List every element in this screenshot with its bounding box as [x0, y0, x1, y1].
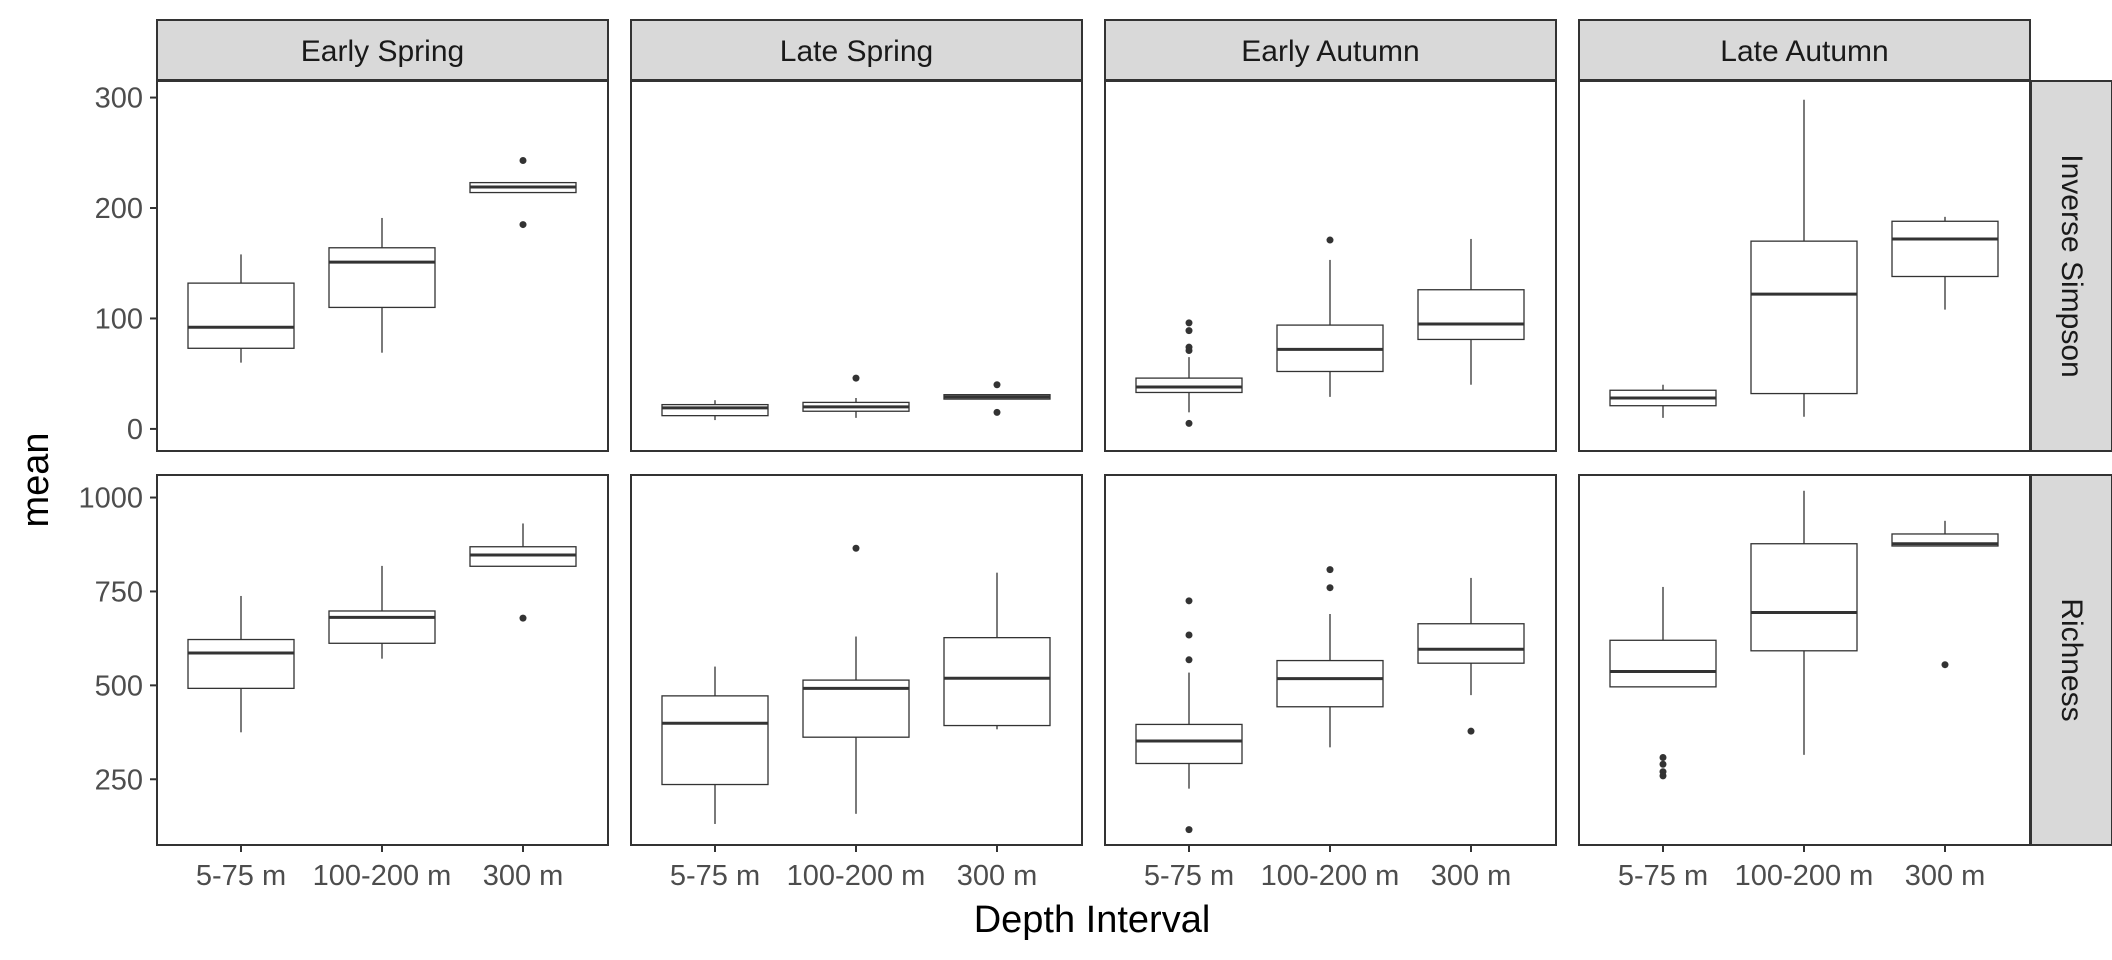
box [1750, 240, 1858, 395]
y-tick-label: 300 [95, 83, 143, 115]
box [943, 636, 1051, 727]
outlier-point [519, 221, 527, 229]
outlier-point [1941, 661, 1949, 669]
y-tick-label: 1000 [78, 483, 143, 515]
box [1891, 220, 1999, 278]
x-tick-label: 100-200 m [787, 860, 926, 892]
outlier-point [1326, 236, 1334, 244]
box [1135, 377, 1243, 394]
x-tick-label: 300 m [483, 860, 564, 892]
outlier-point [993, 381, 1001, 389]
x-axis-title: Depth Interval [974, 899, 1211, 941]
y-tick-label: 0 [127, 414, 143, 446]
column-strip-label: Early Autumn [1241, 35, 1419, 68]
outlier-point [1185, 826, 1193, 834]
x-tick-label: 300 m [1431, 860, 1512, 892]
x-tick-label: 100-200 m [1735, 860, 1874, 892]
x-tick-label: 100-200 m [1261, 860, 1400, 892]
column-strip-label: Late Spring [780, 35, 933, 68]
outlier-point [1467, 727, 1475, 735]
box [328, 247, 436, 309]
row-strip-label: Richness [2055, 598, 2088, 721]
outlier-point [1659, 772, 1667, 780]
x-tick-label: 5-75 m [670, 860, 760, 892]
outlier-point [1659, 753, 1667, 761]
column-strip [630, 19, 1083, 81]
outlier-point [1185, 319, 1193, 327]
y-tick-label: 750 [95, 576, 143, 608]
box [187, 638, 295, 690]
box [1417, 623, 1525, 664]
box [1609, 639, 1717, 688]
box [1135, 723, 1243, 765]
outlier-point [1185, 327, 1193, 335]
outlier-point [993, 408, 1001, 416]
box [328, 610, 436, 644]
y-tick-label: 500 [95, 670, 143, 702]
outlier-point [1185, 631, 1193, 639]
box [1750, 543, 1858, 652]
box [661, 403, 769, 417]
x-tick-label: 300 m [957, 860, 1038, 892]
row-strip-label: Inverse Simpson [2055, 154, 2088, 377]
outlier-point [1659, 760, 1667, 768]
y-axis-title: mean [15, 432, 57, 527]
box [1417, 289, 1525, 341]
column-strip-label: Late Autumn [1720, 35, 1888, 68]
outlier-point [519, 157, 527, 165]
column-strip [156, 19, 609, 81]
panels-layer: Early Spring Late Spring Early Autumn Late … [78, 19, 2112, 892]
x-tick-label: 5-75 m [196, 860, 286, 892]
x-tick-label: 100-200 m [313, 860, 452, 892]
column-strip-label: Early Spring [301, 35, 464, 68]
box [661, 695, 769, 786]
x-tick-label: 5-75 m [1144, 860, 1234, 892]
outlier-point [1185, 597, 1193, 605]
x-tick-label: 5-75 m [1618, 860, 1708, 892]
outlier-point [1185, 346, 1193, 354]
outlier-point [1185, 656, 1193, 664]
column-strip [1578, 19, 2031, 81]
y-tick-label: 250 [95, 764, 143, 796]
outlier-point [1185, 419, 1193, 427]
row-strip [2030, 80, 2112, 452]
y-tick-label: 100 [95, 303, 143, 335]
column-strip [1104, 19, 1557, 81]
outlier-point [852, 544, 860, 552]
outlier-point [1326, 584, 1334, 592]
outlier-point [1326, 566, 1334, 574]
x-tick-label: 300 m [1905, 860, 1986, 892]
box [1276, 659, 1384, 708]
y-tick-label: 200 [95, 193, 143, 225]
panel-frame [630, 80, 1083, 452]
box [469, 546, 577, 567]
box [187, 282, 295, 349]
outlier-point [852, 374, 860, 382]
outlier-point [519, 614, 527, 622]
